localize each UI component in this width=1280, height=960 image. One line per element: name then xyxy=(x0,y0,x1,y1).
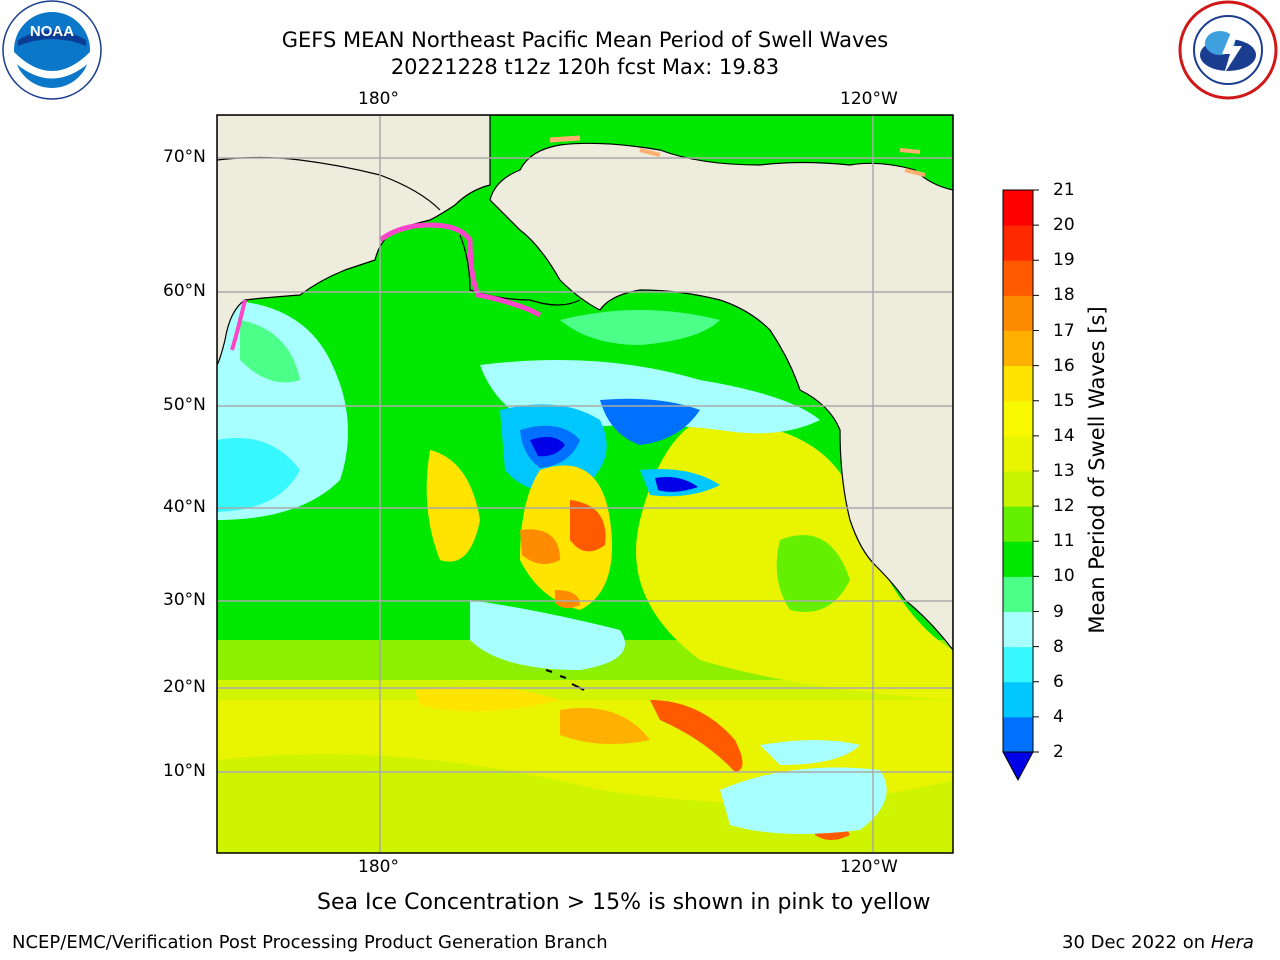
colorbar-tick-label: 2 xyxy=(1053,742,1064,762)
colorbar-extend-arrow xyxy=(1002,751,1034,782)
footer-machine: Hera xyxy=(1210,932,1254,953)
noaa-logo-text: NOAA xyxy=(30,23,74,40)
lon-label-top-120w: 120°W xyxy=(840,89,898,109)
colorbar-tick-label: 8 xyxy=(1053,636,1064,657)
lon-label-top-180: 180° xyxy=(358,89,399,109)
colorbar-tick-label: 10 xyxy=(1053,566,1075,587)
lon-label-bottom-120w: 120°W xyxy=(840,857,898,877)
lon-label-bottom-180: 180° xyxy=(358,857,399,877)
colorbar-tick-label: 18 xyxy=(1053,285,1075,306)
colorbar-tick-label: 11 xyxy=(1053,531,1075,552)
map-frame xyxy=(216,114,954,854)
colorbar-segment xyxy=(1003,330,1033,367)
colorbar-tick-label: 13 xyxy=(1053,461,1075,481)
lat-label-30n: 30°N xyxy=(163,590,206,610)
gridlines xyxy=(217,115,953,853)
colorbar-segment xyxy=(1003,681,1033,718)
lat-label-70n: 70°N xyxy=(163,147,206,167)
colorbar-segment xyxy=(1003,435,1033,472)
colorbar-segment xyxy=(1003,646,1033,683)
colorbar xyxy=(1002,189,1039,782)
lat-label-10n: 10°N xyxy=(163,761,206,781)
lat-label-20n: 20°N xyxy=(163,677,206,697)
sea-ice-caption: Sea Ice Concentration > 15% is shown in … xyxy=(317,890,931,915)
colorbar-segment xyxy=(1003,260,1033,296)
colorbar-tick-label: 12 xyxy=(1053,496,1075,517)
north-america-land xyxy=(217,115,953,651)
colorbar-tick-label: 16 xyxy=(1053,355,1075,376)
colorbar-segment xyxy=(1003,471,1033,507)
colorbar-segment xyxy=(1003,225,1033,261)
colorbar-tick-label: 6 xyxy=(1053,671,1064,692)
footer-date-text: 30 Dec 2022 on xyxy=(1062,932,1206,953)
sea-ice-edge xyxy=(378,222,542,318)
footer-date: 30 Dec 2022 on Hera xyxy=(1062,932,1254,953)
colorbar-segment xyxy=(1003,541,1033,577)
map-field xyxy=(217,115,953,853)
colorbar-tick-label: 9 xyxy=(1053,601,1064,622)
hawaii-islands xyxy=(545,669,585,691)
colorbar-segment xyxy=(1003,576,1033,612)
colorbar-segment xyxy=(1003,611,1033,648)
colorbar-tick-label: 17 xyxy=(1053,320,1075,341)
footer-producer: NCEP/EMC/Verification Post Processing Pr… xyxy=(12,932,608,953)
colorbar-tick-label: 20 xyxy=(1053,215,1075,236)
nws-logo xyxy=(1178,0,1278,100)
noaa-logo: NOAA xyxy=(2,0,102,100)
asia-land xyxy=(217,115,491,367)
colorbar-segment xyxy=(1003,400,1033,437)
colorbar-tick-label: 15 xyxy=(1053,390,1075,411)
colorbar-segment xyxy=(1003,295,1033,331)
lat-label-50n: 50°N xyxy=(163,395,206,415)
colorbar-segment xyxy=(1003,716,1033,753)
colorbar-tick-label: 19 xyxy=(1053,250,1075,271)
chart-title: GEFS MEAN Northeast Pacific Mean Period … xyxy=(281,28,889,52)
colorbar-tick-label: 14 xyxy=(1053,425,1075,446)
lat-label-40n: 40°N xyxy=(163,497,206,517)
lat-label-60n: 60°N xyxy=(163,281,206,301)
colorbar-segment xyxy=(1003,365,1033,402)
chart-subtitle: 20221228 t12z 120h fcst Max: 19.83 xyxy=(390,55,780,79)
colorbar-tick-label: 4 xyxy=(1053,706,1064,727)
colorbar-segment xyxy=(1003,190,1033,226)
colorbar-label: Mean Period of Swell Waves [s] xyxy=(1085,306,1109,634)
colorbar-segment xyxy=(1003,506,1033,542)
colorbar-tick-label: 21 xyxy=(1053,180,1075,200)
